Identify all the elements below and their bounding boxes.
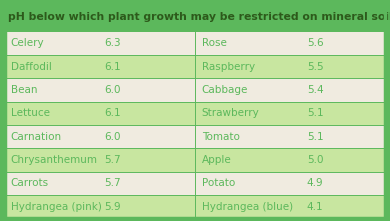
Text: pH below which plant growth may be restricted on mineral soils:: pH below which plant growth may be restr…: [8, 12, 390, 22]
Text: Tomato: Tomato: [202, 132, 239, 142]
Bar: [5, 55, 385, 78]
Text: 5.9: 5.9: [104, 202, 121, 212]
Text: 6.0: 6.0: [104, 85, 121, 95]
Text: Hydrangea (blue): Hydrangea (blue): [202, 202, 293, 212]
Bar: [5, 148, 385, 172]
Text: 6.3: 6.3: [104, 38, 121, 48]
Text: Potato: Potato: [202, 178, 235, 188]
Bar: [5, 102, 385, 125]
Text: 5.1: 5.1: [307, 108, 324, 118]
Text: Carrots: Carrots: [11, 178, 49, 188]
Text: 6.0: 6.0: [104, 132, 121, 142]
Text: Bean: Bean: [11, 85, 37, 95]
Text: Apple: Apple: [202, 155, 231, 165]
Text: Celery: Celery: [11, 38, 44, 48]
Text: 5.1: 5.1: [307, 132, 324, 142]
Text: Daffodil: Daffodil: [11, 62, 51, 72]
Text: 4.1: 4.1: [307, 202, 324, 212]
Text: Cabbage: Cabbage: [202, 85, 248, 95]
Text: Hydrangea (pink): Hydrangea (pink): [11, 202, 101, 212]
Text: 5.0: 5.0: [307, 155, 323, 165]
Text: 4.9: 4.9: [307, 178, 324, 188]
Text: 5.5: 5.5: [307, 62, 324, 72]
Bar: [5, 195, 385, 218]
Text: 6.1: 6.1: [104, 108, 121, 118]
Text: 5.7: 5.7: [104, 155, 121, 165]
Text: 5.4: 5.4: [307, 85, 324, 95]
Text: Carnation: Carnation: [11, 132, 62, 142]
Text: 5.7: 5.7: [104, 178, 121, 188]
Bar: [5, 172, 385, 195]
Bar: [5, 3, 385, 32]
Bar: [5, 78, 385, 102]
Text: Chrysanthemum: Chrysanthemum: [11, 155, 98, 165]
Text: Lettuce: Lettuce: [11, 108, 50, 118]
Text: 6.1: 6.1: [104, 62, 121, 72]
Bar: [5, 32, 385, 55]
Text: Raspberry: Raspberry: [202, 62, 255, 72]
Text: 5.6: 5.6: [307, 38, 324, 48]
Text: Strawberry: Strawberry: [202, 108, 259, 118]
Text: Rose: Rose: [202, 38, 227, 48]
Bar: [5, 125, 385, 148]
